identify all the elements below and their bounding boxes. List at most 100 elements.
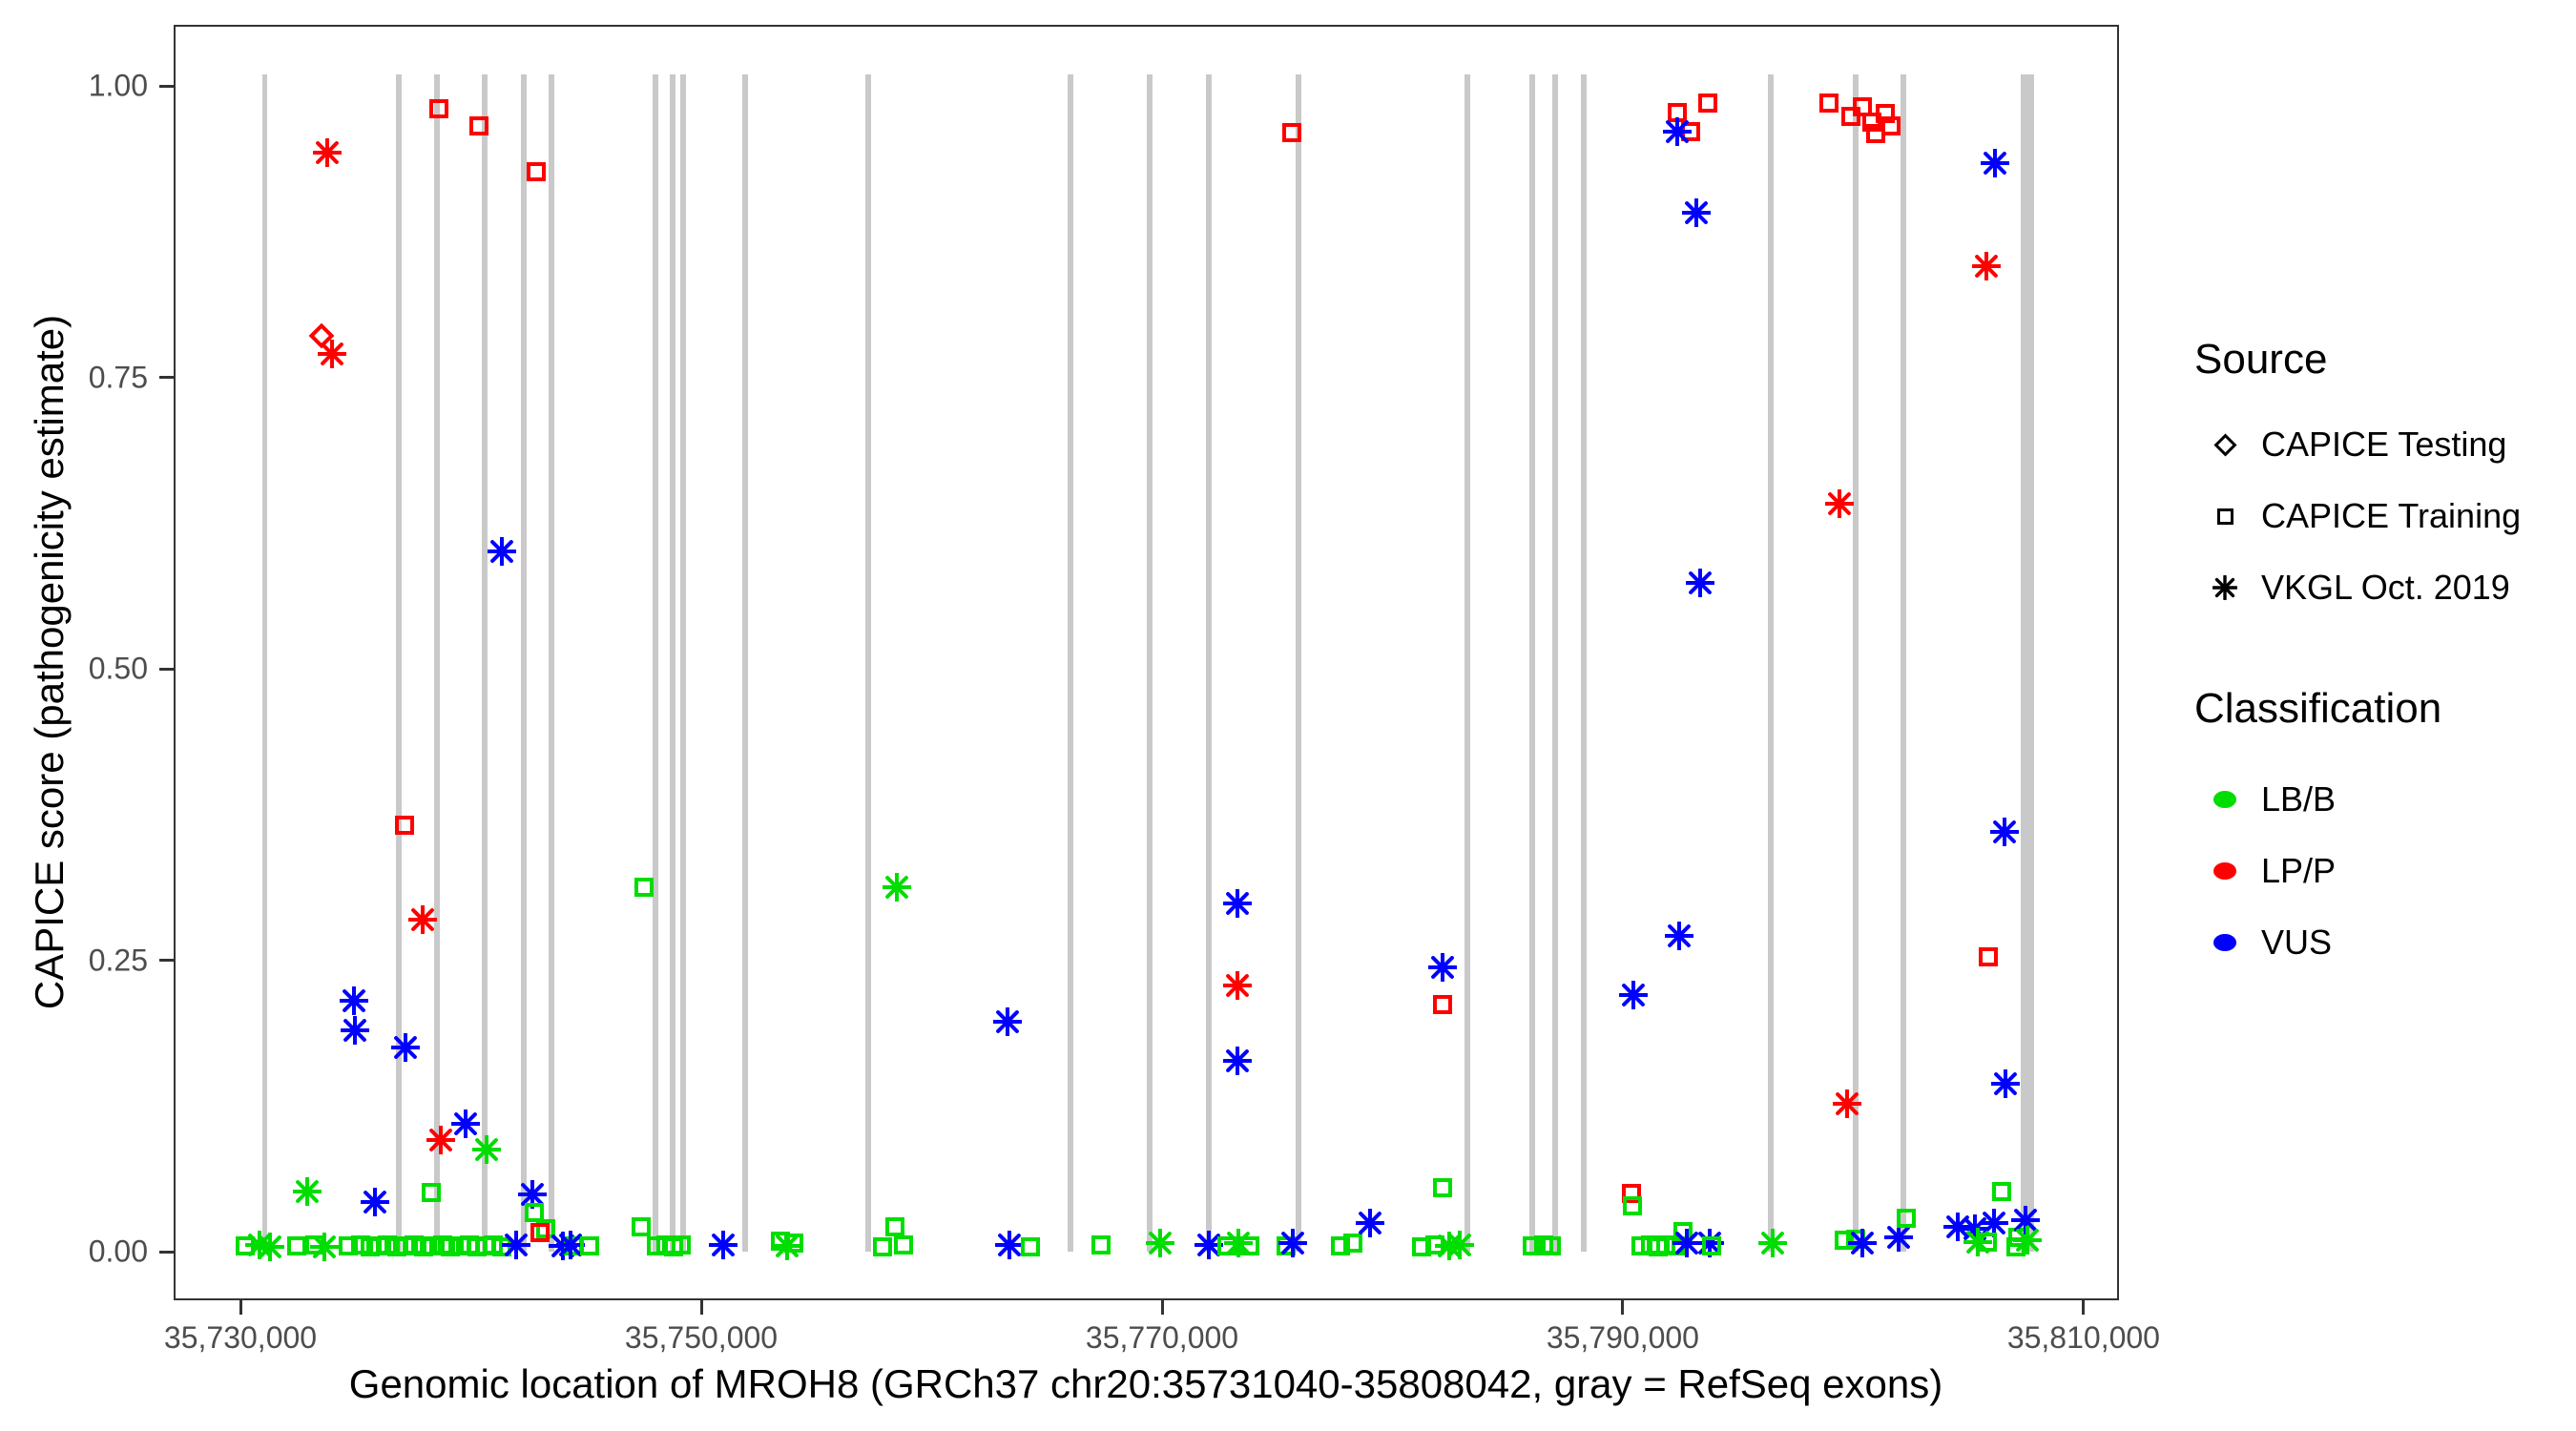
data-point	[1240, 1235, 1259, 1255]
data-point	[472, 1134, 501, 1164]
legend-item-label: VUS	[2261, 923, 2333, 962]
refseq-exon-bar	[1465, 74, 1470, 1252]
y-tick-mark	[159, 959, 174, 962]
y-tick-label: 0.25	[88, 943, 148, 977]
plot-panel	[174, 25, 2119, 1300]
data-point	[530, 1223, 550, 1243]
data-point	[1991, 1181, 2011, 1201]
asterisk-icon	[2196, 575, 2254, 600]
data-point	[1412, 1237, 1431, 1257]
diamond-outline-icon	[2196, 432, 2254, 457]
data-point	[992, 1007, 1022, 1037]
data-point	[1223, 971, 1252, 1001]
data-point	[1523, 1235, 1542, 1255]
data-point	[391, 1033, 420, 1063]
data-point	[1686, 568, 1715, 597]
data-point	[634, 877, 654, 897]
data-point	[340, 986, 369, 1016]
refseq-exon-bar	[261, 74, 268, 1252]
blue-dot-icon	[2196, 934, 2254, 951]
data-point	[527, 162, 547, 182]
refseq-exon-bar	[482, 74, 488, 1252]
data-point	[1971, 252, 2001, 281]
data-point	[1824, 488, 1854, 518]
data-point	[1278, 1229, 1307, 1258]
data-point	[1542, 1235, 1562, 1255]
data-point	[1445, 1230, 1474, 1259]
data-point	[1091, 1234, 1111, 1255]
data-point	[1195, 1230, 1223, 1259]
refseq-exon-bar	[1552, 74, 1558, 1252]
data-point	[1980, 148, 2009, 177]
data-point	[341, 1015, 369, 1045]
refseq-exon-bar	[1853, 74, 1859, 1252]
data-point	[441, 1237, 460, 1257]
red-dot-icon	[2196, 862, 2254, 880]
data-point	[1834, 1230, 1854, 1250]
data-point	[313, 137, 342, 167]
data-point	[1979, 1208, 2008, 1237]
data-point	[492, 1237, 511, 1257]
y-tick-label: 0.00	[88, 1234, 148, 1269]
data-point	[1847, 1229, 1877, 1258]
refseq-exon-bar	[1296, 74, 1301, 1252]
legend-item-capice-training: CAPICE Training	[2196, 487, 2521, 545]
y-tick-mark	[159, 1250, 174, 1254]
data-point	[525, 1202, 544, 1222]
y-tick-mark	[159, 376, 174, 379]
data-point	[1428, 952, 1457, 982]
data-point	[361, 1187, 389, 1216]
x-tick-mark	[239, 1300, 242, 1315]
data-point	[1433, 994, 1452, 1014]
legend-item-vus: VUS	[2196, 914, 2332, 971]
green-dot-icon	[2196, 791, 2254, 808]
legend-classification-title: Classification	[2194, 685, 2442, 732]
data-point	[318, 340, 346, 369]
data-point	[293, 1176, 322, 1206]
data-point	[1875, 104, 1895, 124]
legend-item-label: CAPICE Training	[2261, 496, 2522, 535]
x-tick-mark	[1621, 1300, 1625, 1315]
refseq-exon-bar	[1147, 74, 1153, 1252]
data-point	[883, 872, 911, 902]
data-point	[1331, 1235, 1350, 1255]
data-point	[287, 1235, 306, 1255]
data-point	[451, 1109, 481, 1138]
refseq-exon-bar	[1068, 74, 1073, 1252]
data-point	[1223, 1046, 1252, 1075]
square-outline-icon	[2196, 508, 2254, 525]
data-point	[1896, 1208, 1916, 1228]
data-point	[1433, 1177, 1452, 1197]
data-point	[1852, 97, 1872, 116]
data-point	[1146, 1229, 1174, 1258]
x-tick-label: 35,790,000	[1546, 1320, 1699, 1355]
data-point	[1020, 1237, 1040, 1257]
legend-item-capice-testing: CAPICE Testing	[2196, 416, 2506, 473]
data-point	[408, 904, 437, 934]
legend-source-title: Source	[2194, 336, 2328, 383]
data-point	[1977, 1233, 1997, 1253]
x-tick-mark	[2082, 1300, 2086, 1315]
legend-item-lbb: LB/B	[2196, 771, 2336, 828]
data-point	[377, 1234, 397, 1255]
refseq-exon-bar	[434, 74, 440, 1252]
data-point	[784, 1234, 804, 1254]
data-point	[1342, 1234, 1362, 1254]
y-tick-mark	[159, 667, 174, 671]
data-point	[555, 1230, 585, 1259]
x-tick-label: 35,770,000	[1085, 1320, 1239, 1355]
data-point	[1832, 1089, 1861, 1118]
data-point	[1282, 122, 1301, 142]
data-point	[2010, 1206, 2040, 1234]
data-point	[256, 1233, 284, 1262]
data-point	[580, 1235, 599, 1255]
data-point	[1989, 818, 2019, 847]
data-point	[488, 536, 516, 566]
refseq-exon-bar	[670, 74, 675, 1252]
refseq-exon-bar	[1901, 74, 1906, 1252]
refseq-exon-bar	[653, 74, 658, 1252]
data-point	[1698, 93, 1717, 114]
x-tick-mark	[1160, 1300, 1164, 1315]
data-point	[422, 1235, 442, 1255]
data-point	[1990, 1069, 2020, 1098]
